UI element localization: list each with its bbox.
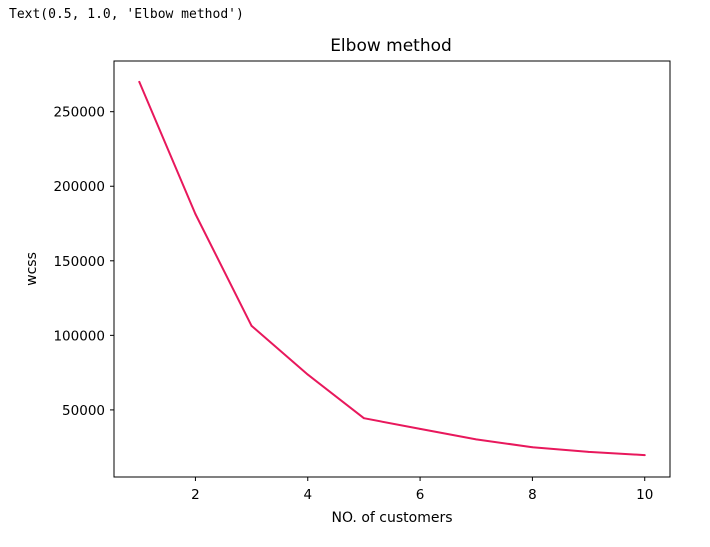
y-axis-ticks: 50000 100000 150000 200000 250000	[53, 105, 114, 419]
y-tick-label: 50000	[62, 403, 105, 419]
plot-frame	[113, 60, 671, 478]
y-tick-label: 100000	[53, 328, 105, 344]
series-line	[138, 80, 646, 457]
data-point	[194, 213, 197, 215]
data-point	[250, 324, 253, 327]
data-point	[587, 450, 590, 453]
data-point	[475, 438, 478, 441]
series-layer	[138, 80, 646, 457]
y-tick-label: 150000	[53, 254, 105, 270]
x-axis-label: NO. of customers	[332, 510, 453, 526]
y-tick-label: 250000	[53, 105, 105, 121]
cell-output-text: Text(0.5, 1.0, 'Elbow method')	[9, 7, 244, 22]
data-point	[363, 417, 365, 420]
x-tick-label: 2	[191, 487, 200, 503]
data-point	[306, 373, 309, 376]
data-point	[419, 428, 421, 430]
data-point	[138, 81, 141, 83]
x-tick-label: 8	[528, 487, 537, 503]
data-point	[643, 454, 646, 457]
chart-title: Elbow method	[330, 36, 452, 56]
x-tick-label: 6	[416, 487, 425, 503]
y-axis-label: wcss	[24, 252, 40, 286]
x-tick-label: 4	[303, 487, 312, 503]
data-point	[531, 446, 534, 449]
x-axis-ticks: 2 4 6 8 10	[191, 477, 653, 503]
y-tick-label: 200000	[53, 179, 105, 195]
x-tick-label: 10	[636, 487, 653, 503]
